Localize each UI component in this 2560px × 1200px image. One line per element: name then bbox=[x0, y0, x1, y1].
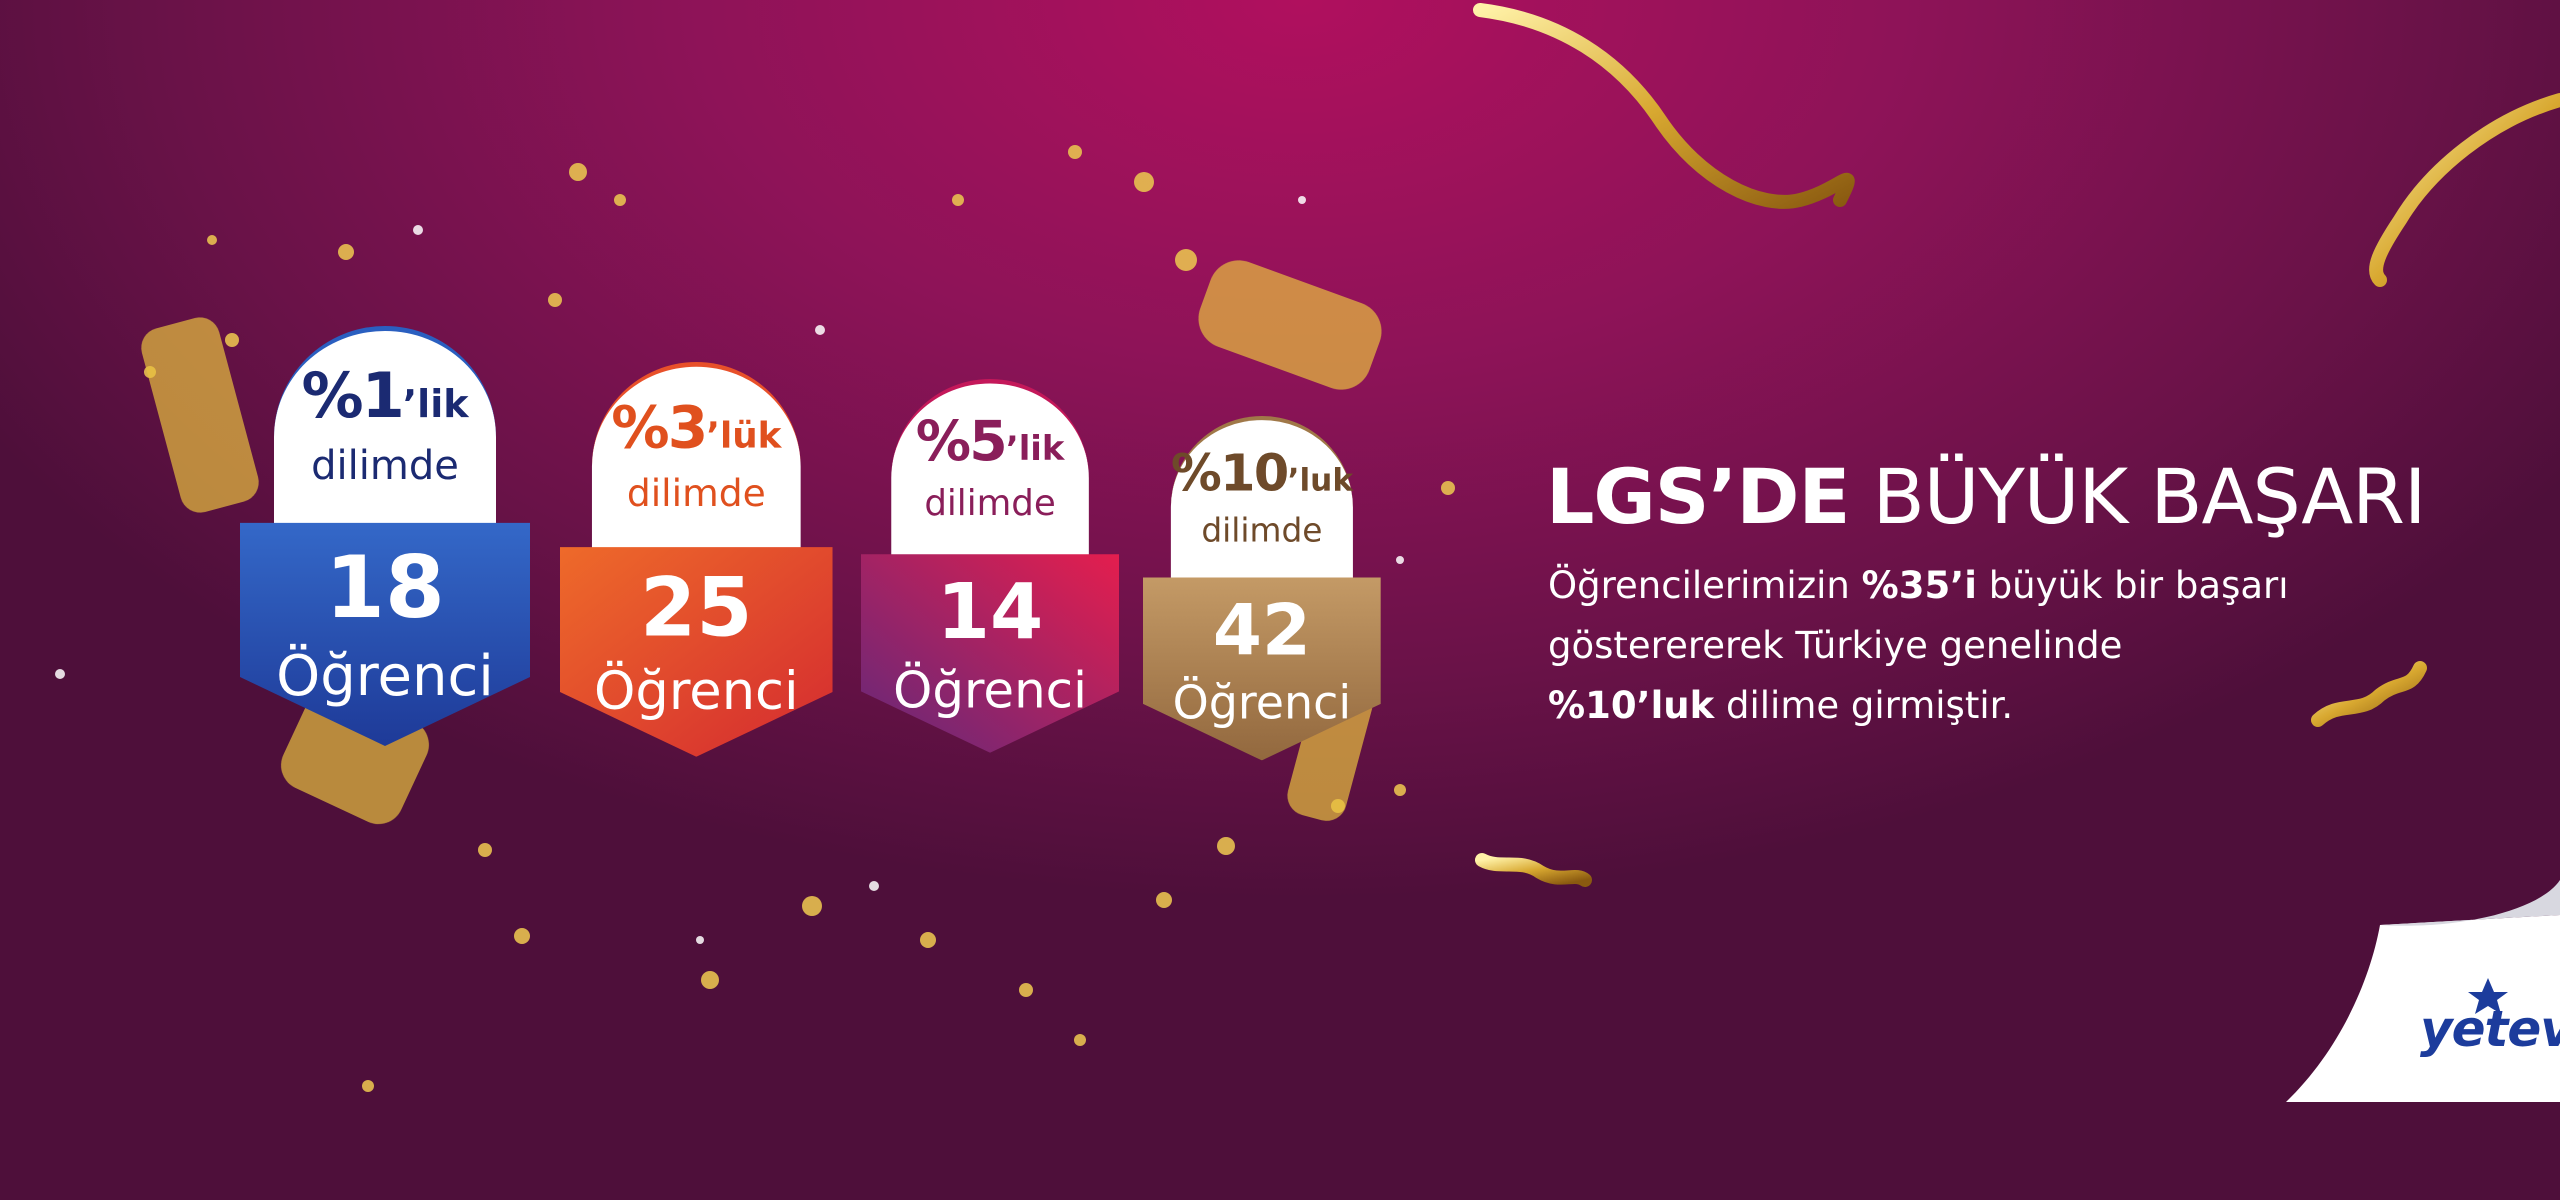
badge: %5’lik dilimde 14 Öğrenci bbox=[861, 379, 1120, 762]
sparkle-dots bbox=[55, 196, 1404, 944]
slice-label: dilimde bbox=[924, 483, 1056, 525]
badge: %1’lik dilimde 18 Öğrenci bbox=[240, 326, 530, 756]
description-line: Öğrencilerimizin %35’i büyük bir başarı bbox=[1548, 556, 2289, 616]
page-curl bbox=[2286, 880, 2560, 1102]
percent: %1 bbox=[301, 359, 404, 432]
unit: Öğrenci bbox=[893, 662, 1087, 720]
shield bbox=[1143, 577, 1381, 761]
slice-label: dilimde bbox=[626, 471, 766, 516]
text: gösterererek Türkiye genelinde bbox=[1548, 624, 2123, 667]
text: Öğrencilerimizin bbox=[1548, 564, 1862, 607]
count: 18 bbox=[325, 538, 445, 638]
text: büyük bir başarı bbox=[1976, 564, 2289, 607]
percent: %5 bbox=[915, 408, 1008, 474]
headline-regular: BÜYÜK BAŞARI bbox=[1872, 452, 2427, 541]
badge-top: %10’luk dilimde bbox=[1170, 416, 1353, 589]
highlight: %35’i bbox=[1861, 564, 1977, 607]
headline-bold: LGS’DE bbox=[1546, 452, 1850, 541]
badge-top: %3’lük dilimde bbox=[591, 362, 801, 560]
badge-top: %5’lik dilimde bbox=[891, 379, 1089, 566]
slice-label: dilimde bbox=[311, 443, 459, 489]
highlight: %10’luk bbox=[1548, 684, 1715, 727]
slice-label: dilimde bbox=[1201, 511, 1323, 550]
badge: %3’lük dilimde 25 Öğrenci bbox=[560, 362, 833, 766]
percent-line: %10’luk bbox=[1171, 443, 1353, 503]
count: 42 bbox=[1212, 589, 1311, 672]
badge: %10’luk dilimde 42 Öğrenci bbox=[1143, 416, 1381, 769]
suffix: ’lik bbox=[1005, 428, 1065, 468]
logo: yetev bbox=[2420, 1000, 2560, 1058]
unit: Öğrenci bbox=[593, 660, 799, 723]
percent-line: %3’lük bbox=[592, 393, 801, 462]
description: Öğrencilerimizin %35’i büyük bir başarı … bbox=[1548, 556, 2289, 736]
badge-top: %1’lik dilimde bbox=[274, 326, 496, 536]
description-line: gösterererek Türkiye genelinde bbox=[1548, 616, 2289, 676]
ribbons bbox=[1473, 3, 2560, 887]
percent: %3 bbox=[611, 393, 708, 462]
unit: Öğrenci bbox=[1172, 676, 1352, 731]
suffix: ’lük bbox=[706, 414, 782, 456]
percent-line: %5’lik bbox=[891, 408, 1089, 473]
unit: Öğrenci bbox=[276, 644, 494, 709]
shield bbox=[240, 522, 530, 746]
suffix: ’luk bbox=[1287, 461, 1354, 498]
percent-line: %1’lik bbox=[274, 359, 496, 432]
count: 14 bbox=[936, 567, 1044, 657]
percent: %10 bbox=[1170, 443, 1289, 503]
shield bbox=[560, 547, 833, 757]
shield bbox=[861, 554, 1120, 753]
count: 25 bbox=[640, 561, 753, 656]
description-line: %10’luk dilime girmiştir. bbox=[1548, 676, 2289, 736]
confetti-dots bbox=[144, 145, 1455, 1092]
text: dilime girmiştir. bbox=[1714, 684, 2014, 727]
headline: LGS’DE BÜYÜK BAŞARI bbox=[1546, 452, 2427, 541]
suffix: ’lik bbox=[402, 382, 469, 426]
